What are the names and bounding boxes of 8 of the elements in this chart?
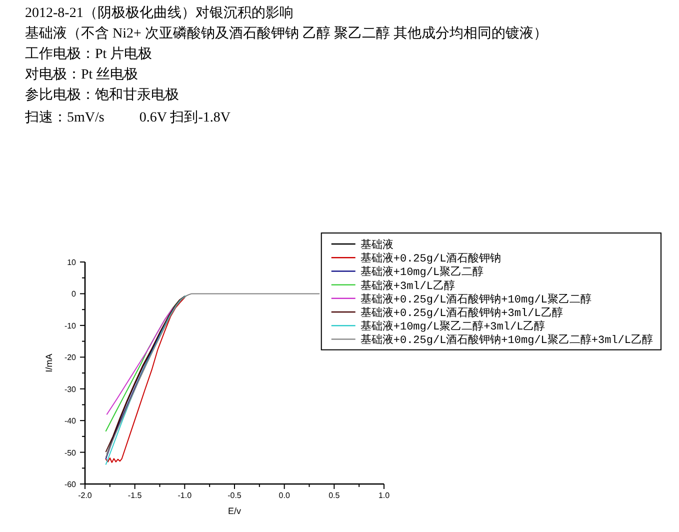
annotation: 工作电极：Pt 片电极: [25, 47, 152, 62]
xlabel: E/v: [228, 506, 241, 516]
title: 2012-8-21（阴极极化曲线）对银沉积的影响: [25, 6, 294, 21]
annotation: 参比电极：饱和甘汞电极: [25, 88, 179, 103]
ylabel: I/mA: [44, 354, 54, 372]
annotation: 基础液（不含 Ni2+ 次亚磷酸钠及酒石酸钾钠 乙醇 聚乙二醇 其他成分均相同的镀液）: [25, 26, 548, 42]
annotation: 扫速：5mV/s 0.6V 扫到-1.8V: [25, 110, 230, 126]
annotation: 对电极：Pt 丝电极: [25, 68, 138, 82]
